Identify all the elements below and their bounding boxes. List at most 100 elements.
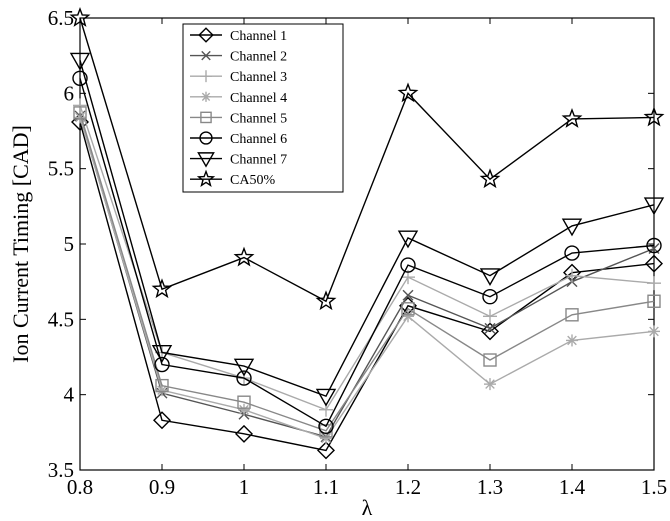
- data-point: [318, 418, 334, 435]
- data-point: [647, 294, 661, 308]
- plot-frame: [79, 17, 655, 471]
- legend-item: Channel 5: [190, 111, 287, 126]
- data-point: [238, 403, 250, 416]
- data-point: [561, 107, 583, 128]
- data-point: [315, 290, 337, 311]
- legend-marker: [199, 131, 213, 145]
- data-point: [69, 52, 91, 71]
- series-line: [79, 59, 655, 398]
- y-tick-label: 4: [64, 383, 75, 407]
- y-tick-label: 4.5: [48, 307, 74, 331]
- data-point: [153, 411, 171, 430]
- data-point: [483, 309, 497, 324]
- legend-label: Channel 6: [230, 132, 287, 147]
- series-line: [79, 112, 655, 432]
- data-point: [72, 70, 88, 86]
- x-tick-label: 1.5: [641, 475, 667, 499]
- data-point: [400, 257, 416, 273]
- legend-marker: [196, 169, 216, 187]
- data-point: [561, 218, 583, 237]
- data-point: [484, 378, 496, 391]
- data-point: [565, 308, 579, 322]
- legend-label: Channel 5: [230, 111, 287, 126]
- legend-marker: [200, 91, 212, 102]
- series-7: [69, 52, 665, 407]
- data-point: [566, 334, 578, 347]
- y-tick-label: 5: [64, 232, 75, 256]
- data-point: [154, 356, 170, 373]
- data-point: [151, 345, 173, 363]
- legend-label: Channel 3: [230, 70, 287, 85]
- x-axis: 0.8 0.9 1 1.1 1.2 1.3 1.4 1.5: [67, 18, 667, 499]
- data-point: [564, 245, 580, 261]
- data-point: [565, 268, 579, 283]
- legend-label: Channel 2: [230, 50, 287, 65]
- data-point: [317, 441, 335, 460]
- legend-marker: [201, 50, 211, 61]
- y-tick-label: 6: [64, 81, 75, 105]
- x-tick-label: 1.2: [395, 475, 421, 499]
- x-tick-label: 1.1: [313, 475, 339, 499]
- x-axis-label: λ: [362, 495, 373, 520]
- series-8: [69, 7, 665, 311]
- series-2: [74, 110, 660, 443]
- series-line: [79, 17, 655, 303]
- data-point: [237, 395, 251, 409]
- legend: Channel 1 Channel 2 Channel 3 Channel 4 Chan…: [182, 23, 344, 193]
- data-point: [155, 378, 169, 393]
- legend-item: Channel 1: [190, 27, 287, 44]
- data-point: [643, 106, 665, 127]
- legend-item: Channel 7: [190, 152, 287, 168]
- data-point: [151, 278, 173, 299]
- x-tick-label: 0.9: [149, 475, 175, 499]
- series-4: [74, 111, 660, 445]
- y-tick-label: 6.5: [48, 6, 74, 30]
- data-point: [233, 246, 255, 267]
- data-point: [481, 322, 499, 341]
- data-point: [320, 432, 332, 445]
- legend-label: Channel 4: [230, 91, 287, 106]
- data-point: [647, 276, 661, 291]
- data-point: [397, 82, 419, 103]
- series-6: [72, 70, 662, 435]
- data-point: [401, 302, 415, 316]
- x-tick-label: 1.3: [477, 475, 503, 499]
- series-line: [79, 78, 655, 428]
- y-axis-label: Ion Current Timing [CAD]: [8, 125, 33, 363]
- series-layer: [69, 7, 665, 460]
- data-point: [643, 197, 665, 216]
- legend-item: CA50%: [190, 169, 275, 188]
- legend-item: Channel 2: [190, 50, 287, 65]
- legend-label: Channel 7: [230, 153, 287, 168]
- series-line: [79, 105, 655, 411]
- data-point: [479, 168, 501, 189]
- legend-label: CA50%: [230, 173, 275, 188]
- data-point: [236, 370, 252, 386]
- y-tick-label: 5.5: [48, 157, 74, 181]
- data-point: [483, 353, 497, 367]
- y-tick-label: 3.5: [48, 458, 74, 482]
- legend-label: Channel 1: [230, 29, 287, 44]
- data-point: [645, 254, 663, 273]
- legend-marker: [200, 70, 212, 83]
- data-point: [315, 388, 337, 407]
- legend-marker: [198, 27, 214, 43]
- series-line: [79, 115, 655, 438]
- series-line: [79, 117, 655, 440]
- x-tick-label: 1.4: [559, 475, 586, 499]
- data-point: [479, 268, 501, 287]
- data-point: [73, 98, 87, 113]
- x-tick-label: 0.8: [67, 475, 93, 499]
- data-point: [482, 289, 498, 305]
- legend-item: Channel 4: [190, 91, 287, 106]
- data-point: [484, 322, 496, 334]
- data-point: [397, 230, 419, 249]
- y-axis: 3.5 4 4.5 5 5.5 6 6.5: [48, 6, 654, 482]
- data-point: [73, 106, 87, 120]
- data-point: [646, 237, 662, 254]
- data-point: [648, 325, 660, 338]
- data-point: [235, 424, 253, 443]
- legend-item: Channel 6: [190, 131, 287, 147]
- legend-marker: [197, 152, 215, 168]
- legend-marker: [200, 111, 212, 124]
